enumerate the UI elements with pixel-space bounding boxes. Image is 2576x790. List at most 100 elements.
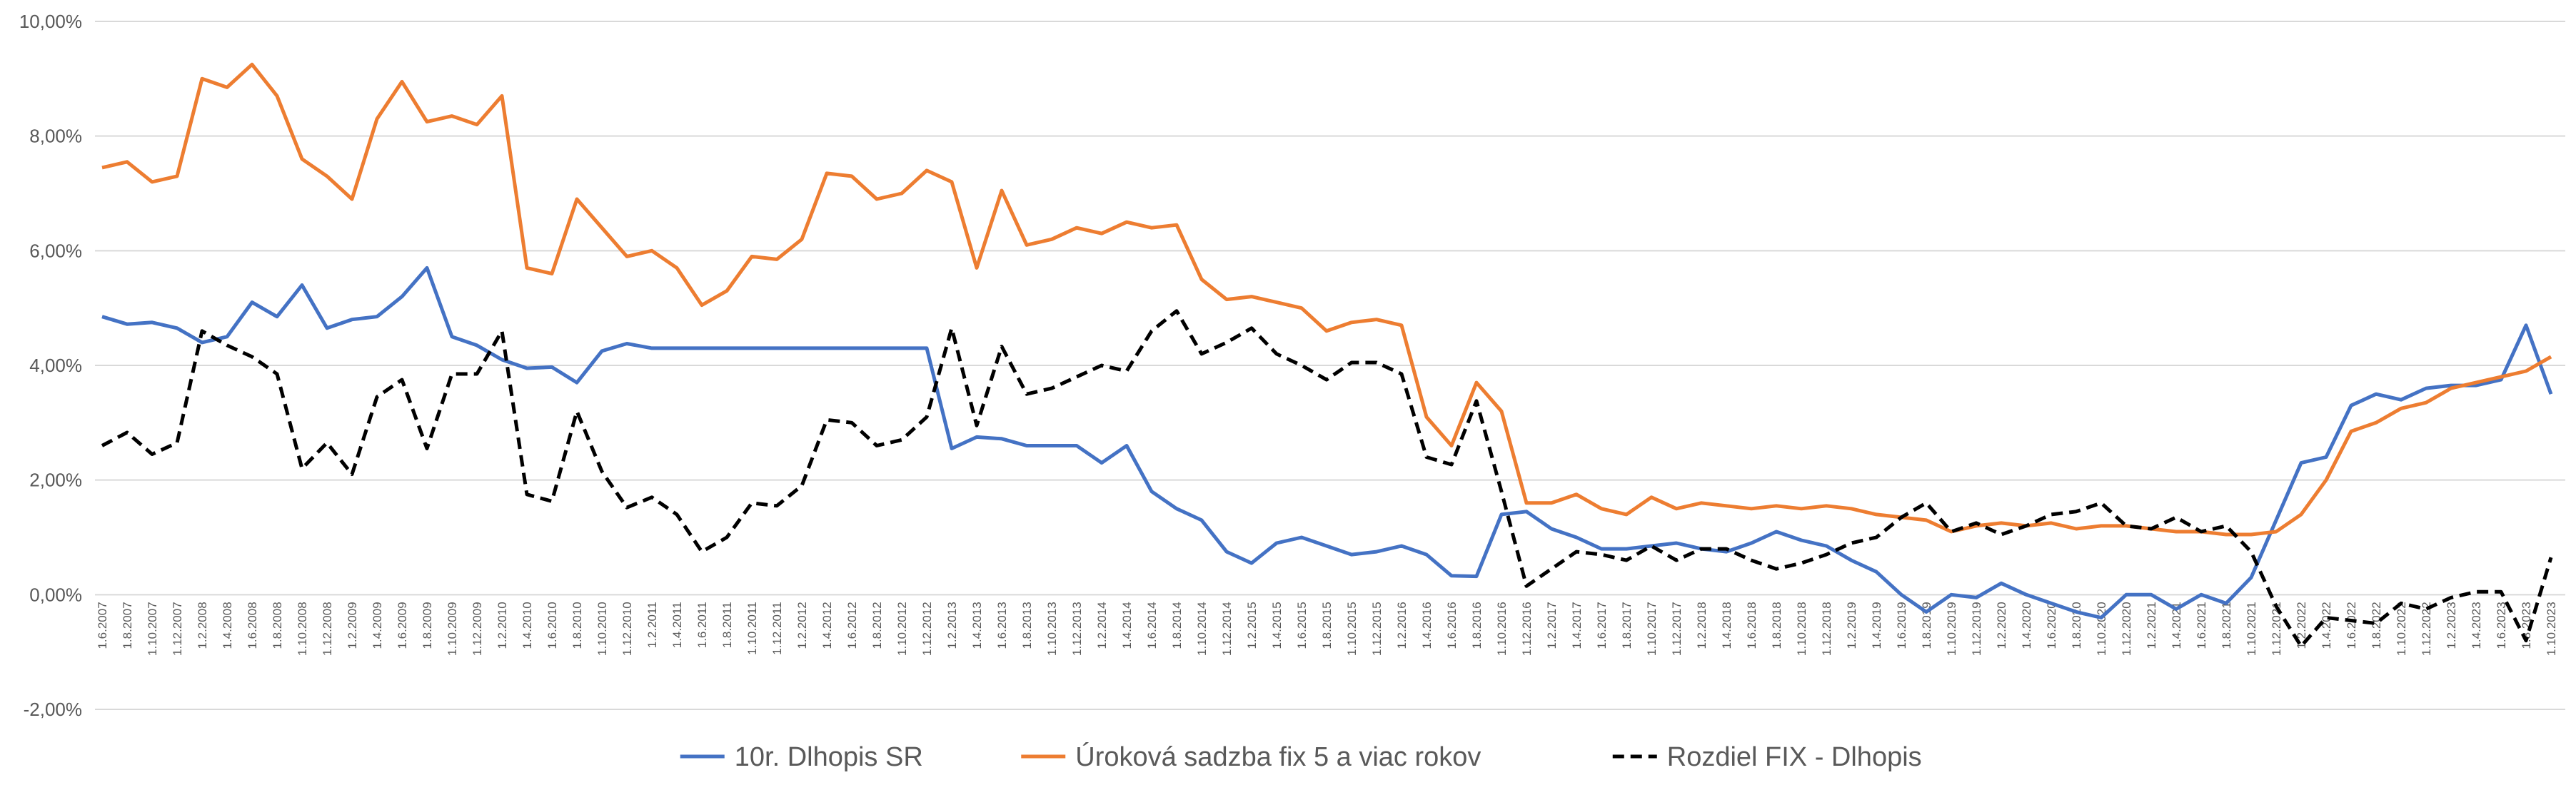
x-tick-label: 1.4.2016 [1420,602,1434,649]
x-tick-label: 1.10.2011 [745,602,759,654]
y-tick-label: 10,00% [19,11,82,32]
x-tick-label: 1.10.2010 [595,602,609,656]
x-tick-label: 1.10.2018 [1795,602,1808,656]
x-tick-label: 1.2.2015 [1245,602,1259,649]
x-tick-label: 1.6.2021 [2195,602,2208,649]
y-tick-label: 0,00% [29,584,82,605]
x-tick-label: 1.2.2018 [1695,602,1709,649]
x-tick-label: 1.8.2009 [421,602,434,649]
x-tick-label: 1.4.2019 [1870,602,1883,649]
x-tick-label: 1.12.2020 [2120,602,2133,656]
x-tick-label: 1.2.2023 [2445,602,2458,649]
x-tick-label: 1.10.2008 [296,602,309,656]
x-tick-label: 1.4.2018 [1720,602,1734,649]
x-tick-label: 1.8.2021 [2220,602,2233,649]
x-tick-label: 1.2.2017 [1545,602,1559,649]
x-tick-label: 1.2.2016 [1395,602,1409,649]
x-tick-label: 1.2.2012 [795,602,809,649]
x-tick-label: 1.10.2007 [146,602,159,656]
x-tick-label: 1.10.2019 [1945,602,1958,656]
x-tick-label: 1.12.2007 [171,602,184,656]
x-tick-label: 1.8.2022 [2370,602,2383,649]
x-tick-label: 1.4.2015 [1270,602,1284,649]
x-tick-label: 1.8.2013 [1020,602,1034,649]
x-tick-label: 1.6.2019 [1895,602,1908,649]
x-tick-label: 1.2.2021 [2145,602,2158,649]
y-tick-label: 6,00% [29,240,82,261]
x-tick-label: 1.10.2023 [2545,602,2558,656]
x-tick-label: 1.4.2010 [520,602,534,649]
legend: 10r. Dlhopis SR Úroková sadzba fix 5 a vi… [680,741,1922,772]
x-tick-label: 1.6.2011 [695,602,709,648]
x-tick-label: 1.12.2017 [1670,602,1684,656]
x-tick-label: 1.6.2018 [1745,602,1759,649]
x-tick-label: 1.8.2011 [720,602,734,648]
x-tick-label: 1.6.2023 [2495,602,2508,649]
x-tick-label: 1.6.2017 [1595,602,1609,649]
y-tick-label: 4,00% [29,355,82,376]
x-tick-label: 1.10.2022 [2395,602,2408,656]
x-tick-label: 1.8.2010 [570,602,584,649]
x-tick-label: 1.6.2014 [1145,602,1159,649]
x-tick-label: 1.4.2017 [1570,602,1584,649]
x-tick-label: 1.4.2013 [970,602,984,649]
x-tick-label: 1.12.2019 [1970,602,1983,656]
x-tick-label: 1.8.2016 [1470,602,1484,649]
x-tick-label: 1.4.2021 [2170,602,2183,649]
x-tick-label: 1.12.2014 [1220,602,1234,656]
x-tick-label: 1.12.2011 [770,602,784,654]
x-tick-label: 1.12.2021 [2270,602,2283,656]
x-tick-label: 1.4.2023 [2470,602,2483,649]
x-tick-label: 1.12.2010 [620,602,634,656]
x-tick-label: 1.6.2022 [2345,602,2358,649]
x-tick-label: 1.8.2014 [1170,602,1184,649]
x-tick-label: 1.8.2015 [1320,602,1334,649]
x-tick-label: 1.10.2009 [446,602,459,656]
legend-label: Rozdiel FIX - Dlhopis [1667,742,1922,772]
x-tick-label: 1.6.2012 [845,602,859,649]
x-tick-label: 1.2.2009 [346,602,359,649]
x-tick-label: 1.4.2011 [670,602,684,648]
x-tick-label: 1.2.2019 [1845,602,1858,649]
x-tick-label: 1.6.2013 [995,602,1009,649]
x-tick-label: 1.2.2011 [645,602,659,648]
x-tick-label: 1.8.2008 [271,602,284,649]
x-tick-label: 1.10.2013 [1045,602,1059,656]
x-tick-label: 1.4.2012 [820,602,834,649]
x-tick-label: 1.4.2014 [1120,602,1134,649]
x-tick-label: 1.8.2017 [1620,602,1634,649]
x-tick-label: 1.12.2015 [1370,602,1384,656]
x-tick-label: 1.6.2020 [2045,602,2058,649]
x-tick-label: 1.10.2014 [1195,602,1209,656]
x-tick-label: 1.2.2022 [2295,602,2308,649]
x-tick-label: 1.4.2008 [221,602,234,649]
y-tick-label: -2,00% [24,699,82,720]
x-tick-label: 1.2.2010 [495,602,509,649]
x-tick-label: 1.2.2013 [945,602,959,649]
x-tick-label: 1.4.2022 [2320,602,2333,649]
x-tick-label: 1.12.2013 [1070,602,1084,656]
x-tick-label: 1.10.2016 [1495,602,1509,656]
y-tick-label: 8,00% [29,126,82,147]
x-tick-label: 1.12.2009 [471,602,484,656]
x-tick-label: 1.12.2008 [321,602,334,656]
x-tick-label: 1.10.2012 [895,602,909,656]
series-line [101,265,2553,619]
x-tick-label: 1.4.2009 [371,602,384,649]
series-line [101,62,2552,537]
x-tick-label: 1.12.2016 [1520,602,1534,656]
x-tick-label: 1.4.2020 [2020,602,2033,649]
x-tick-label: 1.12.2018 [1820,602,1833,656]
x-tick-label: 1.10.2021 [2245,602,2258,656]
legend-label: Úroková sadzba fix 5 a viac rokov [1075,741,1481,772]
x-tick-label: 1.8.2007 [121,602,134,649]
x-tick-label: 1.6.2009 [396,602,409,649]
series-line [101,309,2553,649]
x-tick-label: 1.8.2019 [1920,602,1933,649]
x-tick-label: 1.12.2012 [920,602,934,656]
x-tick-label: 1.6.2015 [1295,602,1309,649]
legend-label: 10r. Dlhopis SR [735,742,923,772]
x-tick-label: 1.10.2020 [2095,602,2108,656]
y-tick-label: 2,00% [29,470,82,491]
